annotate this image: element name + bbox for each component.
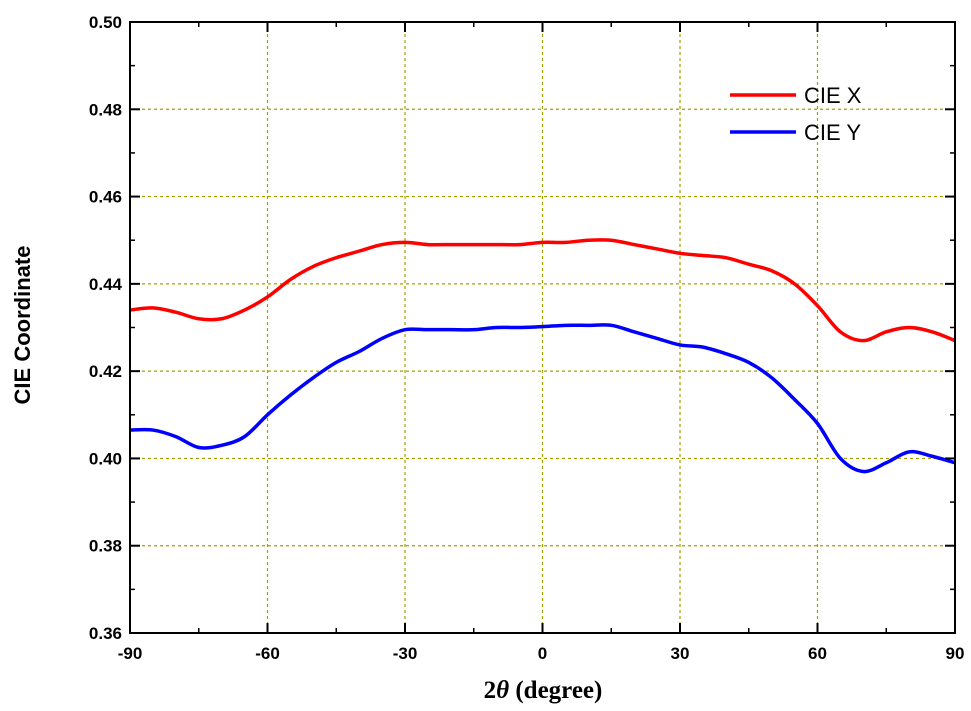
y-tick-label: 0.36 xyxy=(89,624,122,643)
x-axis-label: 2θ (degree) xyxy=(484,677,603,704)
y-tick-label: 0.48 xyxy=(89,100,122,119)
series-lines xyxy=(129,238,956,474)
legend-label-cie-x: CIE X xyxy=(804,83,862,108)
x-tick-label: -60 xyxy=(255,644,280,663)
x-tick-label: 60 xyxy=(808,644,827,663)
x-tick-label: 30 xyxy=(671,644,690,663)
y-tick-label: 0.40 xyxy=(89,449,122,468)
y-tick-label: 0.44 xyxy=(89,275,123,294)
series-line-cie-x xyxy=(129,238,956,343)
x-axis-label-prefix: 2 xyxy=(484,677,497,704)
y-tick-labels: 0.36 0.38 0.40 0.42 0.44 0.46 0.48 0.50 xyxy=(89,13,123,643)
x-tick-labels: -90 -60 -30 0 30 60 90 xyxy=(118,644,965,663)
axis-ticks xyxy=(129,21,956,634)
x-tick-label: 0 xyxy=(538,644,547,663)
x-axis-label-suffix: (degree) xyxy=(509,677,602,704)
series-line-cie-y xyxy=(129,323,956,474)
y-axis-label: CIE Coordinate xyxy=(10,246,35,405)
x-axis-label-symbol: θ xyxy=(496,677,509,704)
y-tick-label: 0.46 xyxy=(89,188,122,207)
legend: CIE X CIE Y xyxy=(730,83,862,145)
y-tick-label: 0.38 xyxy=(89,537,122,556)
legend-label-cie-y: CIE Y xyxy=(804,120,861,145)
x-tick-label: -30 xyxy=(393,644,418,663)
x-tick-label: 90 xyxy=(946,644,965,663)
y-tick-label: 0.42 xyxy=(89,362,122,381)
y-tick-label: 0.50 xyxy=(89,13,122,32)
x-tick-label: -90 xyxy=(118,644,143,663)
